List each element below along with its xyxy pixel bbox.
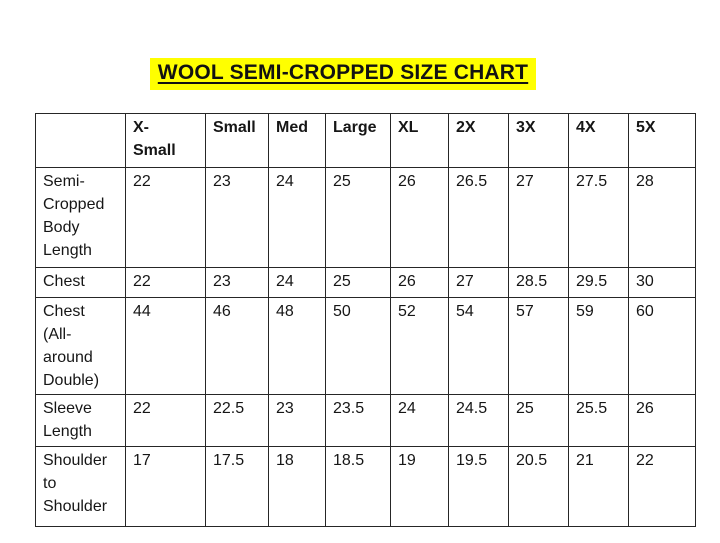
table-cell: 54 xyxy=(448,297,509,395)
table-cell: 52 xyxy=(390,297,449,395)
row-label: Chest (All-around Double) xyxy=(35,297,126,395)
table-cell: 19 xyxy=(390,446,449,527)
table-cell: 28 xyxy=(628,167,696,268)
table-cell: 18 xyxy=(268,446,326,527)
table-cell: 22 xyxy=(125,394,206,447)
table-cell: 17.5 xyxy=(205,446,269,527)
row-label-text: Chest (All-around Double) xyxy=(43,303,100,389)
table-cell: 24 xyxy=(390,394,449,447)
table-cell: 23 xyxy=(268,394,326,447)
table-row: Chest (All-around Double) 44 46 48 50 52… xyxy=(35,297,696,395)
row-label-text: Chest xyxy=(43,273,85,290)
table-cell: 25 xyxy=(325,267,391,298)
table-cell: 23 xyxy=(205,267,269,298)
table-cell: 25 xyxy=(325,167,391,268)
table-cell: 27 xyxy=(448,267,509,298)
row-label: Chest xyxy=(35,267,126,298)
table-cell: 26 xyxy=(390,267,449,298)
table-cell: 22 xyxy=(125,167,206,268)
table-cell: 24 xyxy=(268,267,326,298)
row-label-text: Sleeve Length xyxy=(43,400,92,440)
table-cell: 19.5 xyxy=(448,446,509,527)
header-row: X-Small Small Med Large XL 2X 3X 4X 5X xyxy=(35,113,696,168)
table-cell: 26.5 xyxy=(448,167,509,268)
column-header-med: Med xyxy=(268,113,326,168)
row-label: Shoulder to Shoulder xyxy=(35,446,126,527)
table-cell: 50 xyxy=(325,297,391,395)
row-label: Semi-Cropped Body Length xyxy=(35,167,126,268)
table-cell: 23.5 xyxy=(325,394,391,447)
row-label-text: Semi-Cropped Body Length xyxy=(43,173,105,259)
title-area: WOOL SEMI-CROPPED SIZE CHART xyxy=(0,58,686,90)
table-cell: 29.5 xyxy=(568,267,629,298)
corner-cell xyxy=(35,113,126,168)
table-cell: 22.5 xyxy=(205,394,269,447)
table-cell: 25.5 xyxy=(568,394,629,447)
column-header-5x: 5X xyxy=(628,113,696,168)
table-cell: 24.5 xyxy=(448,394,509,447)
table-row: Sleeve Length 22 22.5 23 23.5 24 24.5 25… xyxy=(35,394,696,447)
table-cell: 20.5 xyxy=(508,446,569,527)
table-row: Semi-Cropped Body Length 22 23 24 25 26 … xyxy=(35,167,696,268)
table-cell: 46 xyxy=(205,297,269,395)
table-row: Shoulder to Shoulder 17 17.5 18 18.5 19 … xyxy=(35,446,696,527)
table-cell: 48 xyxy=(268,297,326,395)
table-cell: 22 xyxy=(125,267,206,298)
column-header-xl: XL xyxy=(390,113,449,168)
table-cell: 26 xyxy=(628,394,696,447)
row-label: Sleeve Length xyxy=(35,394,126,447)
column-header-3x: 3X xyxy=(508,113,569,168)
column-header-xsmall: X-Small xyxy=(125,113,206,168)
table-cell: 23 xyxy=(205,167,269,268)
table-cell: 17 xyxy=(125,446,206,527)
table-cell: 59 xyxy=(568,297,629,395)
table-cell: 27.5 xyxy=(568,167,629,268)
table-cell: 21 xyxy=(568,446,629,527)
row-label-text: Shoulder to Shoulder xyxy=(43,452,108,515)
table-cell: 22 xyxy=(628,446,696,527)
table-cell: 44 xyxy=(125,297,206,395)
column-header-2x: 2X xyxy=(448,113,509,168)
table-cell: 57 xyxy=(508,297,569,395)
column-header-4x: 4X xyxy=(568,113,629,168)
table-cell: 60 xyxy=(628,297,696,395)
table-cell: 24 xyxy=(268,167,326,268)
table-cell: 25 xyxy=(508,394,569,447)
size-chart-table: X-Small Small Med Large XL 2X 3X 4X 5X S… xyxy=(35,113,696,527)
table-cell: 18.5 xyxy=(325,446,391,527)
table-cell: 26 xyxy=(390,167,449,268)
table-cell: 27 xyxy=(508,167,569,268)
column-header-large: Large xyxy=(325,113,391,168)
column-header-label: X-Small xyxy=(133,119,176,159)
table-cell: 30 xyxy=(628,267,696,298)
table-cell: 28.5 xyxy=(508,267,569,298)
page-title: WOOL SEMI-CROPPED SIZE CHART xyxy=(149,58,537,90)
column-header-small: Small xyxy=(205,113,269,168)
table-row: Chest 22 23 24 25 26 27 28.5 29.5 30 xyxy=(35,267,696,298)
